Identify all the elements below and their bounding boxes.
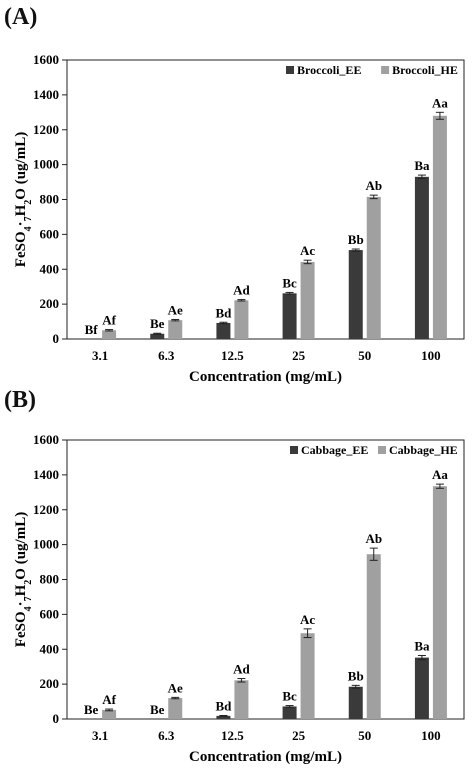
y-tick-label: 600 — [40, 606, 60, 621]
y-tick-label: 400 — [40, 641, 60, 656]
data-label: Ab — [365, 531, 382, 546]
y-tick-label: 200 — [40, 676, 60, 691]
y-tick-label: 1400 — [33, 467, 59, 482]
chart-panel-a: (A) 0 200 400 600 800 1000 1200 1400 1600 3.1 6.3 1… — [4, 4, 465, 385]
legend-swatch — [381, 66, 390, 74]
bar — [102, 709, 117, 719]
bar — [216, 715, 231, 719]
bar — [300, 261, 315, 339]
legend-label: Cabbage_EE — [301, 443, 368, 457]
data-label: Af — [102, 313, 116, 328]
data-label: Aa — [432, 95, 448, 110]
legend-swatch — [378, 446, 386, 454]
data-label: Bc — [282, 275, 297, 290]
data-label: Aa — [432, 467, 448, 482]
data-label: Ad — [233, 283, 250, 298]
data-label: Bd — [215, 305, 232, 320]
data-label: Be — [150, 316, 165, 331]
x-tick-label: 6.3 — [158, 348, 175, 363]
x-axis-label: Concentration (mg/mL) — [189, 749, 342, 765]
bar — [300, 633, 315, 719]
bar-chart-b: 0 200 400 600 800 1000 1200 1400 1600 3.1 6.3 12.5 2… — [13, 432, 465, 765]
legend-label: Cabbage_HE — [389, 443, 458, 457]
legend-swatch — [286, 66, 294, 74]
bar — [348, 686, 363, 719]
y-tick-label: 1200 — [33, 502, 59, 517]
data-label: Be — [150, 702, 165, 717]
x-tick-label: 3.1 — [92, 728, 108, 743]
plot-frame — [66, 439, 465, 720]
bar — [432, 115, 447, 339]
legend-swatch — [290, 446, 298, 454]
data-label: Ba — [414, 158, 430, 173]
data-label: Bc — [282, 689, 297, 704]
panel-label: (A) — [4, 4, 38, 30]
y-tick-label: 800 — [40, 572, 60, 587]
plot-frame — [66, 59, 465, 340]
x-tick-label: 25 — [292, 348, 306, 363]
bar — [348, 250, 363, 339]
chart-panel-b: (B) 0 200 400 600 800 1000 1200 1400 1600 3.1 6.3 1… — [0, 385, 472, 773]
bar — [168, 320, 183, 339]
data-label: Bb — [348, 668, 364, 683]
y-axis-label: FeSO4·7H2O (ug/mL) — [13, 132, 34, 267]
legend-label: Broccoli_EE — [297, 63, 361, 77]
panel-label: (B) — [4, 387, 36, 413]
x-tick-label: 50 — [358, 348, 371, 363]
bar — [366, 196, 381, 339]
bar — [150, 333, 165, 339]
bar — [414, 176, 429, 339]
data-label: Ae — [168, 302, 183, 317]
y-tick-label: 600 — [40, 226, 60, 241]
y-tick-label: 400 — [40, 261, 60, 276]
x-tick-label: 6.3 — [158, 728, 175, 743]
y-tick-label: 1600 — [33, 52, 59, 67]
bar — [102, 330, 117, 339]
data-label: Af — [102, 692, 116, 707]
x-tick-label: 12.5 — [221, 348, 244, 363]
x-tick-label: 100 — [421, 728, 441, 743]
y-tick-label: 200 — [40, 296, 60, 311]
data-label: Ae — [168, 680, 183, 695]
data-label: Be — [84, 702, 99, 717]
data-label: Ad — [233, 662, 250, 677]
legend-label: Broccoli_HE — [392, 63, 458, 77]
bar — [432, 486, 447, 719]
y-tick-label: 1000 — [33, 537, 59, 552]
data-label: Bd — [215, 699, 232, 714]
y-tick-label: 0 — [53, 331, 60, 346]
x-tick-label: 25 — [292, 728, 306, 743]
data-label: Ac — [300, 243, 315, 258]
y-tick-label: 1600 — [33, 432, 59, 447]
y-tick-label: 1200 — [33, 122, 59, 137]
bar — [168, 698, 183, 719]
y-tick-label: 0 — [53, 711, 60, 726]
y-tick-label: 1400 — [33, 87, 59, 102]
data-label: Ac — [300, 612, 315, 627]
bar — [282, 706, 297, 719]
bar — [234, 680, 249, 719]
y-tick-label: 800 — [40, 192, 60, 207]
x-tick-label: 3.1 — [92, 348, 108, 363]
data-label: Ba — [414, 639, 430, 654]
bar — [282, 293, 297, 339]
x-axis-label: Concentration (mg/mL) — [189, 369, 342, 385]
data-label: Ab — [365, 178, 382, 193]
data-label: Bf — [85, 322, 99, 337]
bar — [216, 322, 231, 339]
y-tick-label: 1000 — [33, 157, 59, 172]
bar — [234, 300, 249, 339]
x-tick-label: 100 — [421, 348, 441, 363]
x-tick-label: 50 — [358, 728, 371, 743]
x-tick-label: 12.5 — [221, 728, 244, 743]
y-axis-label: FeSO4·7H2O (ug/mL) — [13, 512, 34, 647]
bar — [366, 554, 381, 719]
data-label: Bb — [348, 232, 364, 247]
bar-chart-a: 0 200 400 600 800 1000 1200 1400 1600 3.1 6.3 12.5 2… — [13, 52, 465, 385]
bar — [414, 657, 429, 719]
